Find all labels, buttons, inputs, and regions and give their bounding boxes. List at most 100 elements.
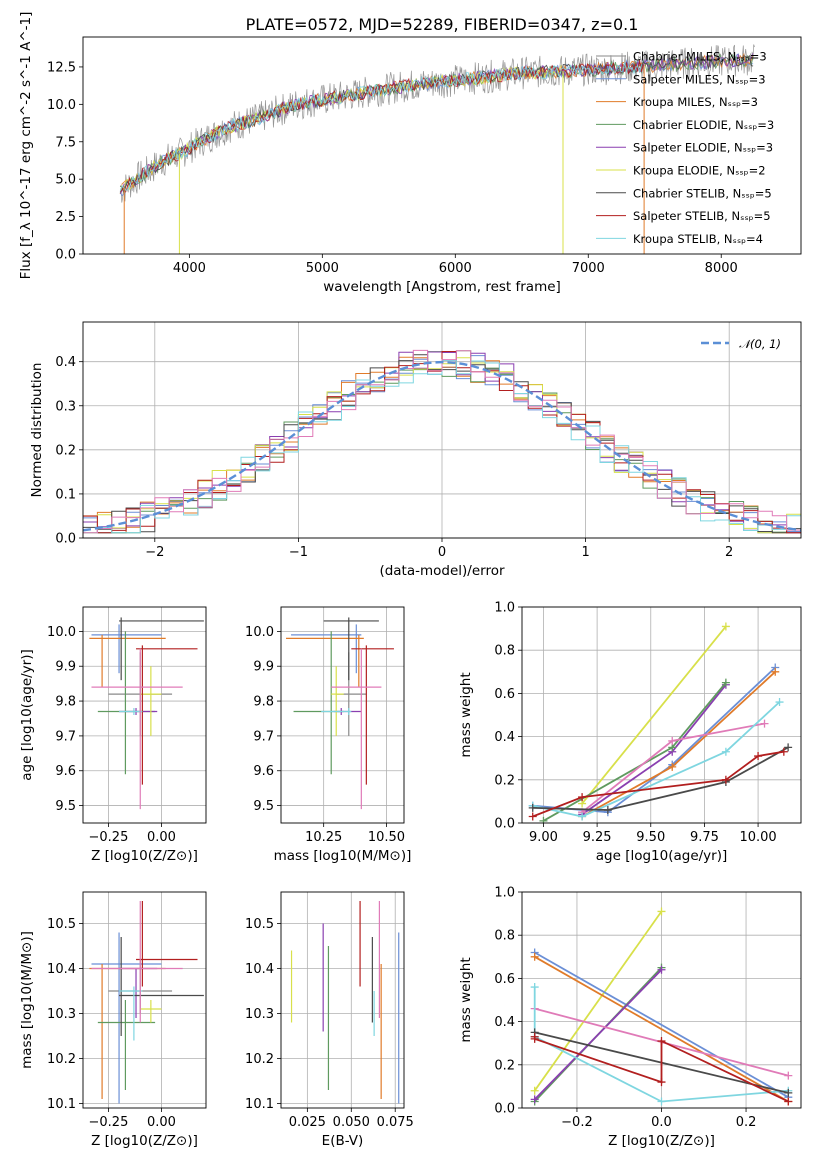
series-point: [530, 1095, 539, 1104]
panel-histogram: −2 −1 0 1 2 0.0 0.1 0.2 0.3 0.4 (data-model)/error…: [29, 321, 802, 579]
y-tick-label: 10.1: [47, 1097, 76, 1112]
series-point: [528, 812, 537, 821]
x-axis-label: Z [log10(Z/Z⊙)]: [608, 1133, 715, 1149]
y-tick-label: 9.8: [55, 695, 76, 710]
y-tick-label: 0.8: [494, 644, 515, 659]
axes-frame: [280, 606, 405, 824]
spectrum-line-chabrier-stelib: [119, 54, 754, 194]
y-tick-label: 0.1: [55, 487, 76, 502]
y-tick-label: 10.2: [47, 1052, 76, 1067]
x-tick-label: 5000: [306, 261, 339, 276]
series-line: [534, 956, 789, 1103]
x-axis-label: (data-model)/error: [379, 563, 505, 579]
x-tick-label: 9.75: [690, 830, 719, 845]
y-tick-label: 0.2: [494, 773, 515, 788]
y-axis-label: mass [log10(M/M⊙)]: [19, 931, 35, 1069]
panel-age_vs_Z: −0.25 0.00 9.5 9.6 9.7 9.8 9.9 10.0 Z [log10(Z/Z…: [19, 606, 207, 864]
x-axis-label: age [log10(age/yr)]: [596, 848, 728, 864]
x-axis-label: E(B-V): [322, 1133, 364, 1149]
x-axis-label: mass [log10(M/M⊙)]: [274, 848, 412, 864]
y-tick-label: 10.1: [245, 1097, 274, 1112]
panel-mass_vs_ebv: 0.025 0.050 0.075 10.1 10.2 10.3 10.4 10.5 E(B-V…: [245, 891, 414, 1149]
series-point: [530, 1086, 539, 1095]
series-line: [581, 625, 727, 805]
series-point: [775, 698, 784, 707]
y-tick-label: 10.0: [47, 98, 76, 113]
x-tick-label: 8000: [705, 261, 738, 276]
y-tick-label: 10.3: [47, 1007, 76, 1022]
y-tick-label: 1.0: [494, 886, 515, 901]
y-tick-label: 5.0: [55, 173, 76, 188]
series-point: [657, 1037, 666, 1046]
x-tick-label: 0.050: [333, 1115, 370, 1130]
series-point: [721, 747, 730, 756]
series-line: [533, 987, 789, 1103]
plot-area: [286, 617, 394, 810]
y-tick-label: 9.7: [253, 729, 274, 744]
series-point: [668, 762, 677, 771]
series-line: [534, 951, 789, 1098]
y-tick-label: 0.6: [494, 972, 515, 987]
series-point: [578, 812, 587, 821]
series-point: [657, 907, 666, 916]
y-tick-label: 9.5: [55, 799, 76, 814]
axes-frame: [82, 891, 207, 1109]
histogram-step-line: [83, 349, 801, 534]
legend-label: Salpeter MILES, Nₛₛₚ=3: [633, 72, 766, 86]
y-tick-label: 0.0: [55, 532, 76, 547]
legend-label: Chabrier ELODIE, Nₛₛₚ=3: [633, 118, 774, 132]
series-point: [657, 965, 666, 974]
series-point: [779, 747, 788, 756]
x-tick-label: 9.00: [529, 830, 558, 845]
y-tick-label: 9.6: [253, 764, 274, 779]
y-tick-label: 12.5: [47, 60, 76, 75]
y-tick-label: 10.0: [245, 625, 274, 640]
legend-label: Salpeter ELODIE, Nₛₛₚ=3: [633, 141, 773, 155]
x-tick-label: 9.25: [583, 830, 612, 845]
x-tick-label: 10.50: [368, 830, 405, 845]
y-tick-label: 0.2: [494, 1058, 515, 1073]
x-tick-label: 0.075: [377, 1115, 414, 1130]
series-point: [657, 1097, 666, 1106]
spectrum-line-salpeter-miles: [119, 53, 754, 197]
y-tick-label: 9.9: [55, 660, 76, 675]
x-tick-label: 7000: [572, 261, 605, 276]
series-point: [784, 1088, 793, 1097]
series-point: [528, 803, 537, 812]
series-point: [668, 736, 677, 745]
axes-frame: [82, 321, 802, 539]
series-point: [657, 1078, 666, 1087]
x-tick-label: 0.00: [147, 1115, 176, 1130]
y-axis-label: Normed distribution: [29, 363, 45, 498]
plot-area: [89, 617, 204, 810]
x-tick-label: −0.25: [89, 830, 129, 845]
x-tick-label: 1: [581, 545, 589, 560]
plot-area: [119, 44, 755, 254]
y-tick-label: 9.8: [253, 695, 274, 710]
y-tick-label: 10.5: [245, 917, 274, 932]
y-tick-label: 0.4: [55, 355, 76, 370]
x-tick-label: −2: [145, 545, 164, 560]
y-axis-label: mass weight: [458, 957, 474, 1042]
series-point: [771, 667, 780, 676]
plot-area: [528, 622, 793, 823]
x-tick-label: 10.00: [739, 830, 776, 845]
y-tick-label: 10.2: [245, 1052, 274, 1067]
axes-frame: [280, 891, 405, 1109]
series-line: [543, 682, 727, 822]
y-tick-label: 9.7: [55, 729, 76, 744]
y-tick-label: 0.3: [55, 399, 76, 414]
y-tick-label: 0.4: [494, 1015, 515, 1030]
plot-area: [83, 349, 801, 534]
legend-label: Kroupa ELODIE, Nₛₛₚ=2: [633, 164, 766, 178]
axes-frame: [82, 36, 802, 255]
series-line: [532, 746, 789, 811]
series-point: [760, 719, 769, 728]
panel-spectrum: 4000 5000 6000 7000 8000 0.0 2.5 5.0 7.5 10.0 12.5…: [18, 12, 802, 295]
series-point: [603, 806, 612, 815]
series-line: [534, 969, 663, 1101]
series-point: [578, 793, 587, 802]
x-tick-label: 0.025: [289, 1115, 326, 1130]
x-axis-label: Z [log10(Z/Z⊙)]: [91, 1133, 198, 1149]
y-tick-label: 0.0: [494, 817, 515, 832]
